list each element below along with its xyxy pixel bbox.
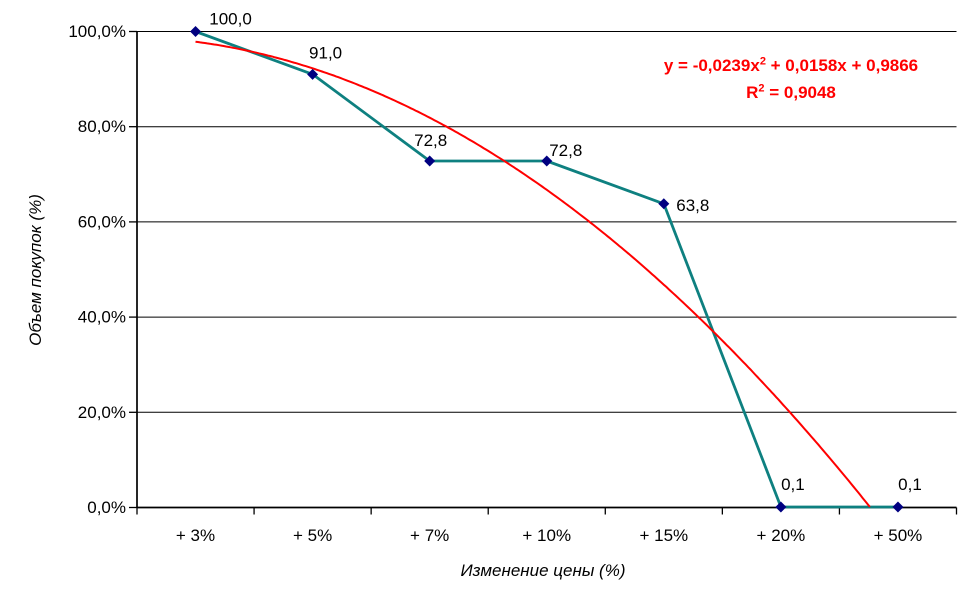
y-tick-label: 40,0%: [78, 308, 126, 327]
x-axis-title: Изменение цены (%): [460, 561, 626, 580]
data-label: 72,8: [549, 141, 582, 160]
y-axis-title: Объем покупок (%): [26, 194, 45, 346]
data-point-marker: [424, 155, 436, 167]
data-point-marker: [658, 198, 670, 210]
r2-superscript: 2: [758, 82, 765, 95]
y-tick-label: 0,0%: [87, 498, 126, 517]
trendline-equation: y = -0,0239x2 + 0,0158x + 0,9866: [611, 52, 970, 79]
data-point-marker: [775, 501, 787, 513]
data-point-marker: [190, 26, 202, 37]
data-point-marker: [892, 501, 904, 513]
x-tick-label: + 5%: [293, 526, 332, 545]
data-label: 0,1: [898, 475, 922, 494]
equation-text: y = -0,0239x: [663, 56, 760, 75]
equation-text-tail: + 0,0158x + 0,9866: [765, 56, 919, 75]
x-tick-label: + 20%: [757, 526, 806, 545]
x-tick-label: + 50%: [874, 526, 923, 545]
data-label: 91,0: [309, 43, 342, 62]
trendline-curve: [195, 40, 871, 508]
y-tick-label: 100,0%: [68, 22, 126, 41]
trendline-r-squared: R2 = 0,9048: [611, 79, 970, 106]
data-point-marker: [307, 68, 319, 80]
x-tick-label: + 7%: [410, 526, 449, 545]
equation-superscript: 2: [759, 55, 766, 68]
data-label: 0,1: [781, 475, 805, 494]
x-tick-label: + 10%: [522, 526, 571, 545]
trendline-label: y = -0,0239x2 + 0,0158x + 0,9866 R2 = 0,…: [611, 52, 970, 106]
y-tick-label: 20,0%: [78, 403, 126, 422]
y-tick-label: 60,0%: [78, 212, 126, 231]
x-tick-label: + 15%: [639, 526, 688, 545]
y-tick-label: 80,0%: [78, 117, 126, 136]
r2-text: R: [746, 83, 759, 102]
data-point-marker: [541, 155, 553, 167]
data-label: 72,8: [414, 131, 447, 150]
r2-value: = 0,9048: [764, 83, 836, 102]
x-tick-label: + 3%: [176, 526, 215, 545]
data-label: 63,8: [676, 196, 709, 215]
data-label: 100,0: [209, 10, 252, 29]
